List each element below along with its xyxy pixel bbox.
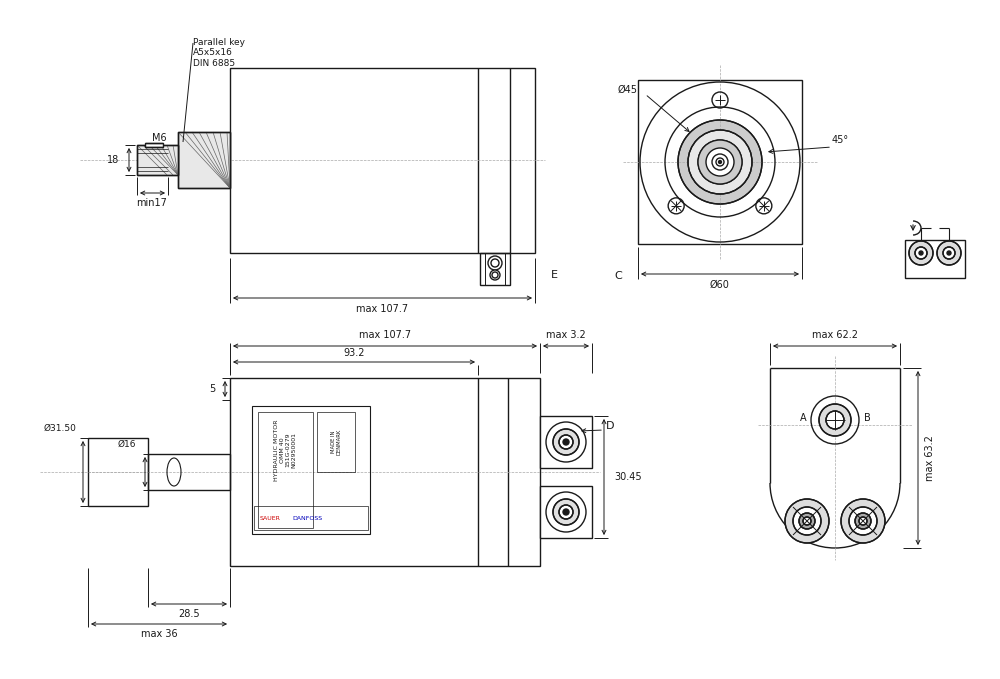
Circle shape xyxy=(859,517,867,525)
Circle shape xyxy=(559,505,573,519)
Circle shape xyxy=(553,429,579,455)
Text: min17: min17 xyxy=(137,198,167,208)
Text: B: B xyxy=(864,413,870,423)
Circle shape xyxy=(819,404,851,436)
Text: 93.2: 93.2 xyxy=(343,348,365,358)
Text: 18: 18 xyxy=(107,155,119,165)
Circle shape xyxy=(488,256,502,270)
Circle shape xyxy=(849,507,877,535)
Text: max 3.2: max 3.2 xyxy=(546,330,586,340)
Circle shape xyxy=(799,513,815,529)
Text: max 63.2: max 63.2 xyxy=(925,435,935,481)
Text: A: A xyxy=(800,413,806,423)
Text: Ø31.50: Ø31.50 xyxy=(43,424,76,433)
Bar xyxy=(145,143,163,147)
Text: max 107.7: max 107.7 xyxy=(359,330,411,340)
Text: C: C xyxy=(614,271,622,281)
Bar xyxy=(137,145,178,175)
Circle shape xyxy=(712,154,728,170)
Bar xyxy=(252,406,370,534)
Bar xyxy=(178,132,230,188)
Circle shape xyxy=(909,241,933,265)
Bar xyxy=(137,145,178,175)
Circle shape xyxy=(937,241,961,265)
Text: M6: M6 xyxy=(152,133,166,143)
Bar xyxy=(178,132,230,188)
Text: 5: 5 xyxy=(209,384,215,394)
Text: DANFOSS: DANFOSS xyxy=(292,515,322,521)
Circle shape xyxy=(678,120,762,204)
Text: HYDRAULIC MOTOR
OMM 40
151G-0279
N02950001: HYDRAULIC MOTOR OMM 40 151G-0279 N029500… xyxy=(274,419,296,481)
Circle shape xyxy=(563,509,569,515)
Circle shape xyxy=(803,517,811,525)
Bar xyxy=(148,454,230,490)
Circle shape xyxy=(841,499,885,543)
Text: Ø16: Ø16 xyxy=(118,439,136,449)
Text: Ø45: Ø45 xyxy=(618,85,638,95)
Bar xyxy=(258,412,313,528)
Circle shape xyxy=(698,140,742,184)
Bar xyxy=(638,80,802,244)
Bar xyxy=(230,378,540,566)
Bar xyxy=(905,240,965,278)
Bar xyxy=(540,416,592,468)
Text: Ø60: Ø60 xyxy=(710,280,730,290)
Circle shape xyxy=(915,247,927,259)
Circle shape xyxy=(716,158,724,166)
Circle shape xyxy=(943,247,955,259)
Text: Parallel key
A5x5x16
DIN 6885: Parallel key A5x5x16 DIN 6885 xyxy=(193,38,245,68)
Text: max 62.2: max 62.2 xyxy=(812,330,858,340)
Bar xyxy=(254,506,368,530)
Circle shape xyxy=(793,507,821,535)
Circle shape xyxy=(919,251,923,255)
Circle shape xyxy=(706,148,734,176)
Text: MADE IN
DENMARK: MADE IN DENMARK xyxy=(331,429,341,455)
Text: 30.45: 30.45 xyxy=(614,472,642,482)
Text: D: D xyxy=(606,421,614,431)
Circle shape xyxy=(490,270,500,280)
Text: E: E xyxy=(551,270,558,280)
Circle shape xyxy=(559,435,573,449)
Circle shape xyxy=(688,130,752,194)
Bar xyxy=(480,253,510,285)
Bar xyxy=(88,438,148,506)
Text: 45°: 45° xyxy=(831,135,849,145)
Circle shape xyxy=(718,160,722,164)
Circle shape xyxy=(826,411,844,429)
Circle shape xyxy=(563,439,569,445)
Circle shape xyxy=(947,251,951,255)
Circle shape xyxy=(553,499,579,525)
Circle shape xyxy=(785,499,829,543)
Text: SAUER: SAUER xyxy=(260,515,280,521)
Text: max 36: max 36 xyxy=(141,629,177,639)
Bar xyxy=(230,68,535,253)
Bar xyxy=(540,486,592,538)
Circle shape xyxy=(855,513,871,529)
Text: max 107.7: max 107.7 xyxy=(356,304,408,314)
Bar xyxy=(317,412,355,472)
Text: 28.5: 28.5 xyxy=(178,609,200,619)
